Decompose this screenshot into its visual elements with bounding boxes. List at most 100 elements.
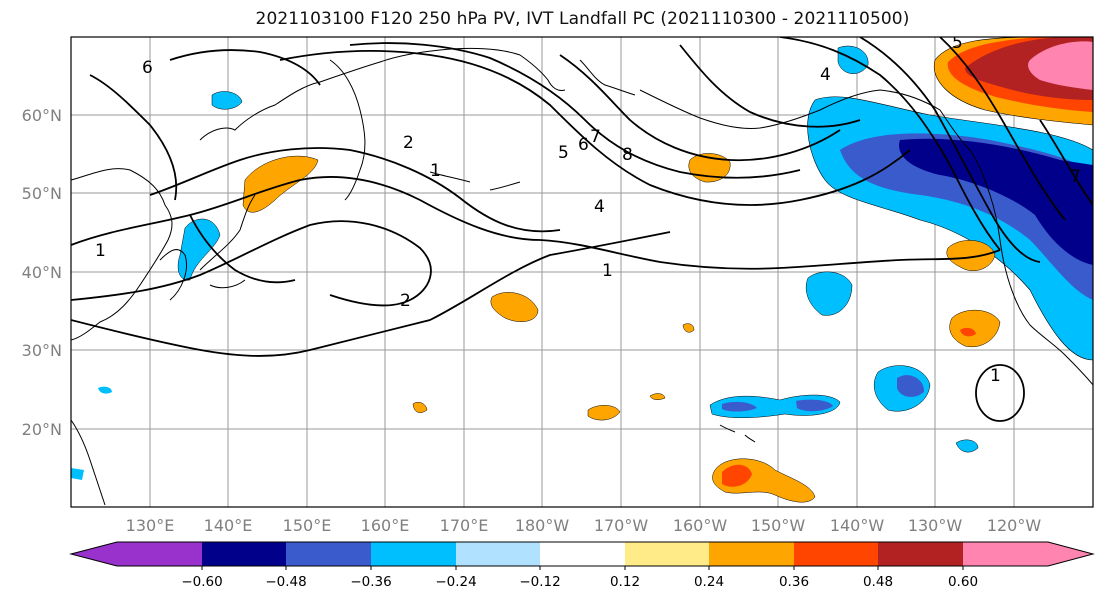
shading-positive — [242, 37, 1093, 503]
colorbar-tick-label: −0.60 — [181, 574, 222, 590]
colorbar-outline — [69, 541, 1095, 567]
colorbar-bin — [709, 542, 795, 566]
lat-label: 20°N — [22, 420, 62, 439]
contour-2 — [71, 220, 432, 307]
positive-anomaly-california — [949, 310, 1001, 348]
colorbar-segments — [71, 542, 1093, 566]
lon-label: 170°W — [594, 516, 649, 535]
lon-label: 120°W — [987, 516, 1042, 535]
longitude-labels: 130°E 140°E 150°E 160°E 170°E 180°W 170°… — [126, 516, 1042, 535]
contour-ne-1 — [779, 37, 1001, 251]
contour-label: 7 — [1070, 167, 1081, 187]
lat-label: 40°N — [22, 263, 62, 282]
contour-4 — [279, 49, 911, 206]
contour-label: 5 — [558, 143, 569, 163]
negative-core-2 — [899, 138, 1093, 265]
contour-label: 5 — [952, 33, 963, 53]
colorbar-bin — [117, 542, 203, 566]
contour-ne-4 — [1039, 119, 1093, 206]
lon-label: 130°E — [126, 516, 175, 535]
contour-closed-low — [975, 364, 1025, 422]
lon-label: 140°W — [830, 516, 885, 535]
coastlines — [71, 47, 1093, 506]
contour-8 — [679, 44, 861, 128]
lat-label: 50°N — [22, 184, 62, 203]
colorbar-extend-high — [1048, 542, 1093, 566]
colorbar-bin — [456, 542, 541, 566]
contour-label: 1 — [602, 261, 613, 281]
lon-label: 130°W — [908, 516, 963, 535]
coast-bering — [519, 54, 636, 96]
contour-1b — [71, 231, 671, 357]
map-frame — [70, 36, 1094, 508]
coast-aleutians — [429, 171, 521, 191]
positive-core-subtropical — [722, 464, 752, 487]
shading-negative — [71, 45, 1093, 480]
coast-hawaii — [719, 424, 756, 443]
positive-anomaly-small-3 — [649, 323, 695, 400]
negative-anomaly-sea-of-japan — [177, 218, 221, 281]
colorbar-tick-label: −0.24 — [435, 574, 476, 590]
contour-label: 6 — [142, 58, 153, 78]
colorbar-extend-low — [71, 542, 117, 566]
contour-label: 6 — [578, 135, 589, 155]
lon-label: 150°E — [283, 516, 332, 535]
positive-anomaly-central — [490, 292, 539, 322]
coast-okhotsk — [199, 81, 321, 141]
coast-asia — [71, 168, 173, 341]
colorbar-bin — [286, 542, 372, 566]
positive-anomaly-alaska-peak — [1028, 41, 1093, 90]
coast-kamchatka — [329, 59, 366, 201]
coast-us — [1009, 284, 1093, 386]
contour-ne-2 — [859, 37, 1041, 263]
positive-anomaly-small-2 — [412, 402, 428, 413]
colorbar-tick-label: 0.60 — [948, 574, 978, 590]
contour-west-loop — [89, 74, 178, 201]
colorbar-tick-label: 0.12 — [610, 574, 640, 590]
lat-label: 60°N — [22, 106, 62, 125]
contour-3 — [149, 147, 561, 233]
colorbar-bin — [371, 542, 457, 566]
positive-anomaly-small-1 — [587, 405, 621, 421]
lon-label: 160°W — [673, 516, 728, 535]
contour-label: 4 — [594, 197, 605, 217]
positive-anomaly-japan — [242, 155, 319, 213]
lon-label: 160°E — [361, 516, 410, 535]
contour-1a — [71, 176, 1001, 270]
negative-core-hawaii — [722, 399, 833, 412]
pv-contours — [71, 37, 1093, 422]
contour-label: 2 — [400, 291, 411, 311]
colorbar-tick-label: 0.48 — [863, 574, 893, 590]
coast-alaska — [639, 89, 971, 151]
colorbar-tick-label: −0.12 — [519, 574, 560, 590]
lon-label: 140°E — [204, 516, 253, 535]
colorbar-bin — [625, 542, 710, 566]
colorbar-bin — [202, 542, 287, 566]
colorbar-tick-label: 0.24 — [694, 574, 724, 590]
negative-anomaly-small-1 — [955, 439, 979, 453]
map-title: 2021103100 F120 250 hPa PV, IVT Landfall… — [255, 9, 910, 29]
positive-core-california — [960, 327, 976, 337]
contour-label: 2 — [403, 133, 414, 153]
contour-labels: 1 2 4 5 6 7 8 1 2 4 1 1 6 7 5 — [95, 33, 1081, 386]
coast-philippines — [71, 419, 106, 506]
contour-label: 4 — [820, 65, 831, 85]
contour-japan-loop — [189, 214, 296, 284]
contour-label: 1 — [990, 366, 1001, 386]
negative-anomaly-small-3 — [71, 386, 112, 480]
colorbar: −0.60 −0.48 −0.36 −0.24 −0.12 0.12 0.24 … — [69, 541, 1095, 590]
colorbar-bin — [540, 542, 626, 566]
lon-label: 150°W — [751, 516, 806, 535]
map-panel: 1 2 4 5 6 7 8 1 2 4 1 1 6 7 5 — [71, 33, 1093, 507]
colorbar-tick-label: −0.36 — [350, 574, 391, 590]
contour-label: 1 — [95, 241, 106, 261]
lat-label: 30°N — [22, 341, 62, 360]
negative-anomaly-pacific-ne — [805, 271, 853, 316]
negative-core-subtropical-ne — [897, 375, 925, 397]
contour-7 — [559, 54, 841, 162]
colorbar-bin — [794, 542, 879, 566]
contour-label: 8 — [622, 145, 633, 165]
colorbar-tick-label: −0.48 — [265, 574, 306, 590]
colorbar-tick-label: 0.36 — [779, 574, 809, 590]
